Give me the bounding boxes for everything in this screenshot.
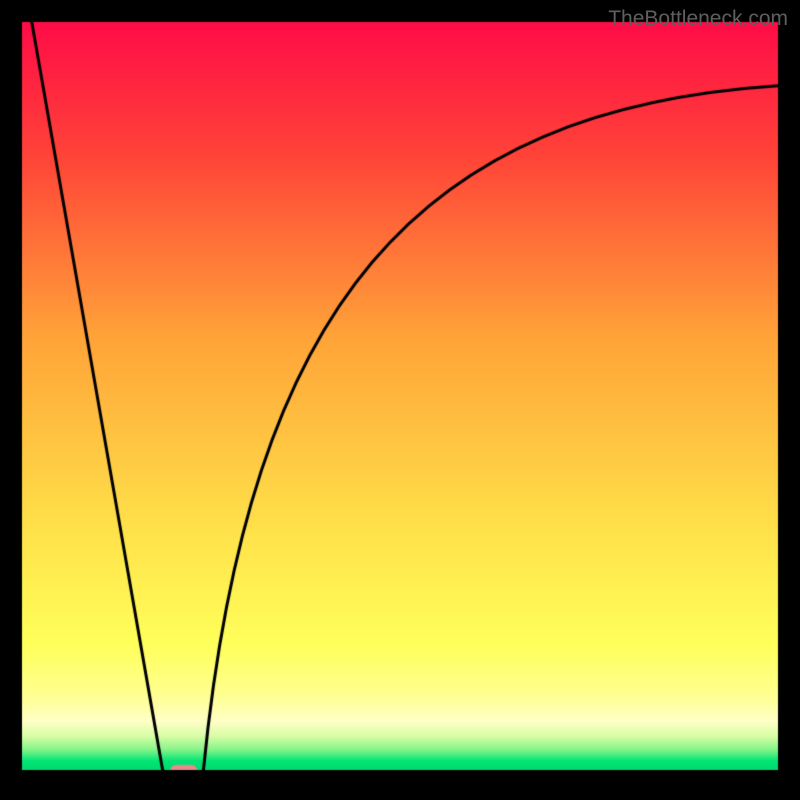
chart-stage: TheBottleneck.com <box>0 0 800 800</box>
watermark-label: TheBottleneck.com <box>608 7 788 31</box>
bottleneck-chart <box>0 0 800 800</box>
